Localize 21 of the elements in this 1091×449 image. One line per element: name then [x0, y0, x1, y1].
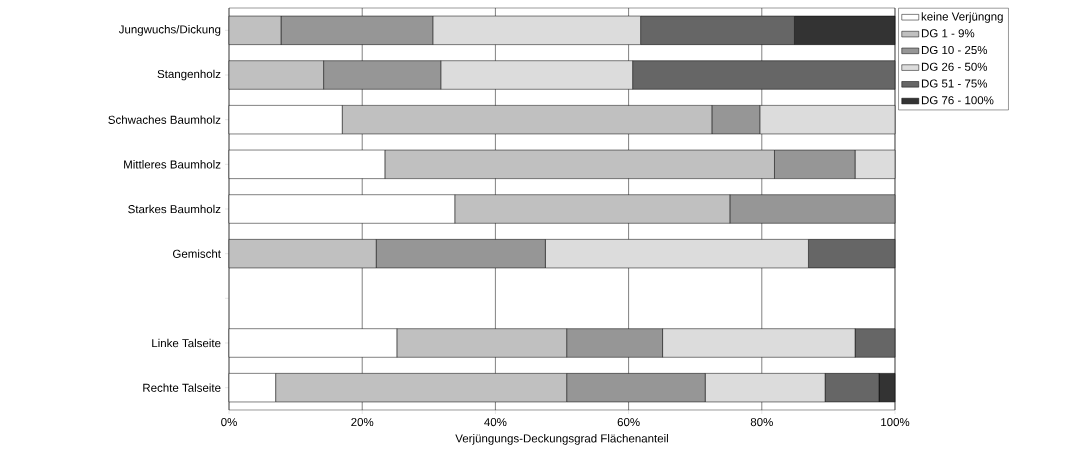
legend-label: DG 26 - 50%: [921, 62, 988, 72]
y-tick-label: Gemischt: [172, 249, 221, 259]
y-tick-label: Mittleres Baumholz: [124, 160, 221, 169]
y-tick-label: Stangenholz: [157, 69, 221, 81]
legend-label: DG 10 - 25%: [921, 46, 988, 55]
y-tick-label: Rechte Talseite: [143, 383, 221, 393]
y-tick-label: Jungwuchs/Dickung: [118, 25, 221, 36]
legend-label: keine Verjüngng: [921, 12, 1003, 24]
legend-label: DG 1 - 9%: [921, 29, 975, 38]
x-axis-title: Verjüngungs-Deckungsgrad Flächenanteil: [455, 434, 668, 445]
x-tick-label: 40%: [484, 418, 507, 427]
x-tick-label: 60%: [617, 418, 640, 427]
y-tick-label: Schwaches Baumholz: [108, 115, 221, 125]
x-tick-label: 0%: [221, 418, 237, 427]
y-tick-label: Starkes Baumholz: [128, 204, 221, 214]
x-tick-label: 100%: [881, 418, 910, 427]
legend-label: DG 76 - 100%: [921, 96, 994, 105]
x-tick-label: 80%: [750, 418, 773, 427]
x-tick-label: 20%: [351, 418, 374, 427]
y-tick-label: Linke Talseite: [152, 338, 221, 348]
legend-label: DG 51 - 75%: [921, 79, 988, 88]
